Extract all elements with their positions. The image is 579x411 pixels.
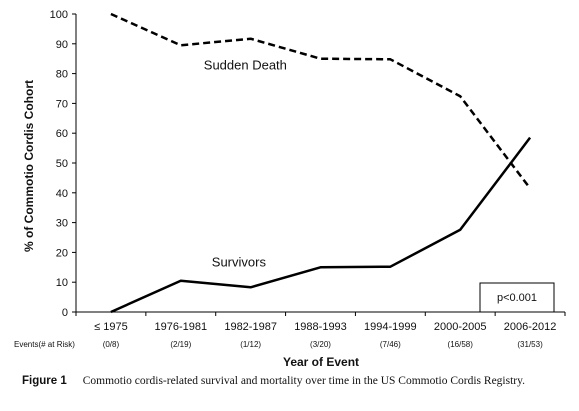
- y-tick-label: 40: [56, 188, 68, 200]
- survivors-label: Survivors: [212, 255, 267, 270]
- x-tick-label: 1988-1993: [294, 321, 347, 333]
- y-tick-label: 0: [62, 307, 68, 319]
- y-tick-label: 50: [56, 158, 68, 170]
- x-tick-label: 1982-1987: [224, 321, 277, 333]
- events-value: (0/8): [103, 340, 120, 349]
- y-tick-label: 10: [56, 277, 68, 289]
- events-value: (7/46): [380, 340, 401, 349]
- events-value: (2/19): [170, 340, 191, 349]
- events-value: (3/20): [310, 340, 331, 349]
- events-row-label: Events(# at Risk): [14, 340, 75, 349]
- y-tick-label: 100: [50, 9, 68, 21]
- p-value-label: p<0.001: [497, 292, 537, 304]
- caption-text: Commotio cordis-related survival and mor…: [82, 375, 526, 387]
- x-axis-title: Year of Event: [283, 355, 359, 369]
- sudden-death-line: [110, 12, 532, 190]
- events-value: (16/58): [448, 340, 474, 349]
- x-tick-label: 2000-2005: [434, 321, 487, 333]
- events-value: (31/53): [517, 340, 543, 349]
- x-tick-label: ≤ 1975: [94, 321, 128, 333]
- y-axis-title: % of Commotio Cordis Cohort: [22, 80, 36, 252]
- y-tick-label: 90: [56, 39, 68, 51]
- x-axis-ticks: ≤ 1975 (0/8) 1976-1981 (2/19) 1982-1987 (1/12…: [75, 312, 566, 349]
- y-tick-label: 60: [56, 128, 68, 140]
- x-tick-label: 2006-2012: [504, 321, 557, 333]
- figure-caption: Figure 1 Commotio cordis-related survival…: [22, 375, 572, 387]
- p-value-box: [479, 282, 555, 313]
- y-tick-label: 20: [56, 247, 68, 259]
- caption-label: Figure 1: [22, 375, 67, 387]
- y-tick-label: 80: [56, 69, 68, 81]
- survivors-line: [110, 136, 532, 314]
- series-labels: Sudden Death Survivors: [204, 57, 287, 269]
- events-value: (1/12): [240, 340, 261, 349]
- sudden-death-label: Sudden Death: [204, 57, 287, 72]
- x-tick-label: 1994-1999: [364, 321, 417, 333]
- y-tick-label: 30: [56, 218, 68, 230]
- series-lines: [110, 12, 532, 314]
- x-tick-label: 1976-1981: [154, 321, 207, 333]
- y-axis-ticks: 0 10 20 30 40 50 60 70 80 90 100: [50, 9, 76, 319]
- y-tick-label: 70: [56, 98, 68, 110]
